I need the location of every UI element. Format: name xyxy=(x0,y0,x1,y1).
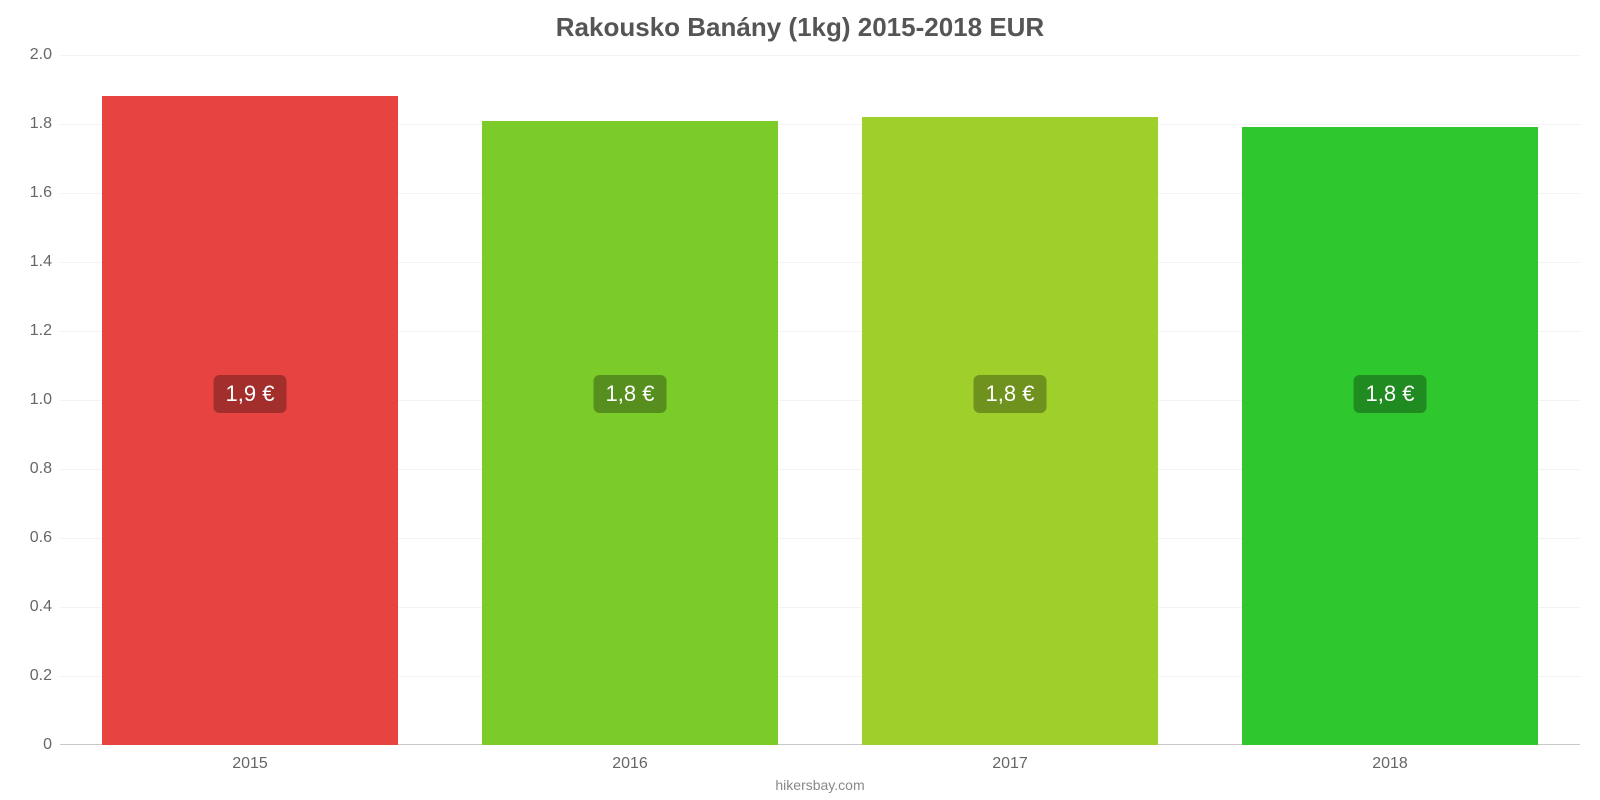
bar-2017 xyxy=(862,117,1158,745)
x-tick-label: 2017 xyxy=(992,755,1028,773)
y-tick-label: 0.6 xyxy=(10,529,52,547)
bar-value-label: 1,8 € xyxy=(1354,375,1427,413)
x-tick-label: 2018 xyxy=(1372,755,1408,773)
y-tick-label: 2.0 xyxy=(10,46,52,64)
bar-value-label: 1,9 € xyxy=(214,375,287,413)
bar-2018 xyxy=(1242,127,1538,745)
y-tick-label: 1.0 xyxy=(10,391,52,409)
bar-value-label: 1,8 € xyxy=(594,375,667,413)
chart-container: Rakousko Banány (1kg) 2015-2018 EUR 00.2… xyxy=(0,0,1600,800)
credit-text: hikersbay.com xyxy=(775,777,864,793)
y-tick-label: 0.4 xyxy=(10,598,52,616)
x-tick-label: 2015 xyxy=(232,755,268,773)
y-tick-label: 0.8 xyxy=(10,460,52,478)
plot-area: 00.20.40.60.81.01.21.41.61.82.01,9 €2015… xyxy=(60,55,1580,745)
bar-2016 xyxy=(482,121,778,745)
y-tick-label: 1.6 xyxy=(10,184,52,202)
y-tick-label: 1.8 xyxy=(10,115,52,133)
y-tick-label: 1.4 xyxy=(10,253,52,271)
y-tick-label: 0 xyxy=(10,736,52,754)
bar-value-label: 1,8 € xyxy=(974,375,1047,413)
x-tick-label: 2016 xyxy=(612,755,648,773)
y-tick-label: 1.2 xyxy=(10,322,52,340)
y-tick-label: 0.2 xyxy=(10,667,52,685)
gridline xyxy=(60,55,1580,56)
chart-title: Rakousko Banány (1kg) 2015-2018 EUR xyxy=(0,0,1600,51)
bar-2015 xyxy=(102,96,398,745)
